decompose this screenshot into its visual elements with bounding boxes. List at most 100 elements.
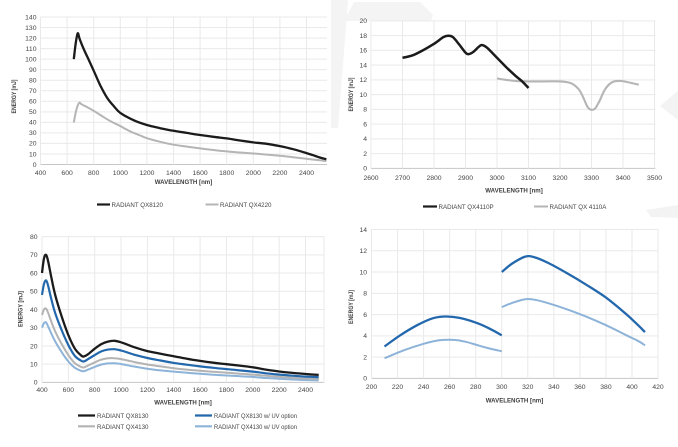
svg-text:2000: 2000 (246, 170, 261, 177)
svg-text:1400: 1400 (166, 387, 181, 394)
svg-text:800: 800 (89, 387, 101, 394)
svg-text:2900: 2900 (458, 175, 473, 182)
svg-text:140: 140 (25, 14, 37, 21)
svg-text:ENERGY [mJ]: ENERGY [mJ] (18, 291, 25, 327)
svg-text:30: 30 (29, 130, 37, 137)
svg-text:1200: 1200 (140, 387, 155, 394)
svg-text:14: 14 (359, 227, 367, 234)
svg-text:WAVELENGTH [nm]: WAVELENGTH [nm] (486, 397, 544, 404)
svg-text:2: 2 (363, 354, 367, 361)
svg-text:0: 0 (34, 380, 38, 387)
svg-text:60: 60 (29, 99, 37, 106)
svg-text:60: 60 (30, 270, 38, 277)
svg-text:360: 360 (574, 384, 586, 391)
svg-text:1000: 1000 (113, 170, 128, 177)
svg-text:ENERGY [mJ]: ENERGY [mJ] (348, 290, 355, 324)
svg-text:10: 10 (359, 269, 367, 276)
svg-text:300: 300 (496, 384, 508, 391)
svg-text:30: 30 (30, 325, 38, 332)
svg-text:8: 8 (363, 291, 367, 298)
svg-text:240: 240 (418, 384, 430, 391)
svg-text:200: 200 (366, 384, 378, 391)
svg-text:400: 400 (35, 170, 47, 177)
svg-text:2200: 2200 (272, 170, 287, 177)
svg-text:280: 280 (470, 384, 482, 391)
svg-text:10: 10 (29, 151, 37, 158)
svg-text:2700: 2700 (395, 175, 410, 182)
svg-text:600: 600 (61, 170, 73, 177)
svg-text:18: 18 (359, 33, 367, 40)
svg-text:50: 50 (29, 109, 37, 116)
svg-text:ENERGY [mJ]: ENERGY [mJ] (348, 78, 355, 112)
svg-text:1600: 1600 (193, 170, 208, 177)
svg-text:130: 130 (25, 25, 37, 32)
svg-text:RADIANT QX8130 w/ UV option: RADIANT QX8130 w/ UV option (214, 413, 298, 420)
svg-text:1600: 1600 (193, 387, 208, 394)
svg-text:320: 320 (522, 384, 534, 391)
svg-text:340: 340 (548, 384, 560, 391)
svg-text:110: 110 (26, 46, 37, 53)
svg-text:380: 380 (600, 384, 612, 391)
svg-text:20: 20 (359, 18, 367, 25)
svg-text:1400: 1400 (166, 170, 181, 177)
svg-text:3400: 3400 (615, 175, 630, 182)
svg-text:RADIANT QX4110P: RADIANT QX4110P (439, 204, 494, 211)
svg-text:100: 100 (25, 56, 37, 63)
svg-text:50: 50 (30, 289, 38, 296)
svg-text:RADIANT QX4220: RADIANT QX4220 (220, 202, 272, 209)
svg-text:3500: 3500 (647, 175, 662, 182)
svg-text:0: 0 (363, 166, 367, 173)
svg-text:3000: 3000 (489, 175, 504, 182)
svg-text:16: 16 (359, 48, 367, 55)
svg-text:RADIANT QX8120: RADIANT QX8120 (112, 202, 164, 209)
svg-text:3100: 3100 (521, 175, 536, 182)
svg-text:0: 0 (363, 376, 367, 383)
svg-text:40: 40 (29, 120, 37, 127)
svg-text:ENERGY [mJ]: ENERGY [mJ] (11, 80, 18, 114)
svg-text:1800: 1800 (219, 387, 234, 394)
svg-text:70: 70 (29, 88, 37, 95)
svg-text:80: 80 (30, 234, 38, 241)
svg-text:12: 12 (359, 248, 367, 255)
svg-text:20: 20 (30, 343, 38, 350)
svg-text:6: 6 (363, 312, 367, 319)
svg-text:70: 70 (30, 252, 38, 259)
svg-text:2800: 2800 (426, 175, 441, 182)
svg-text:3300: 3300 (584, 175, 599, 182)
svg-text:1200: 1200 (139, 170, 154, 177)
svg-text:80: 80 (29, 78, 37, 85)
svg-text:12: 12 (359, 77, 367, 84)
svg-text:WAVELENGTH [nm]: WAVELENGTH [nm] (485, 187, 543, 194)
svg-text:90: 90 (29, 67, 37, 74)
svg-text:4: 4 (363, 333, 367, 340)
svg-text:2200: 2200 (272, 387, 287, 394)
svg-text:RADIANT QX4130 w/ UV option: RADIANT QX4130 w/ UV option (214, 424, 298, 431)
svg-text:4: 4 (363, 136, 367, 143)
svg-text:WAVELENGTH [nm]: WAVELENGTH [nm] (155, 179, 213, 186)
svg-text:RADIANT QX8130: RADIANT QX8130 (97, 413, 149, 420)
svg-text:800: 800 (88, 170, 100, 177)
svg-text:20: 20 (29, 141, 37, 148)
svg-text:14: 14 (359, 62, 367, 69)
svg-text:120: 120 (25, 35, 37, 42)
svg-text:420: 420 (652, 384, 664, 391)
svg-text:RADIANT QX4130: RADIANT QX4130 (97, 424, 149, 431)
svg-text:2400: 2400 (298, 387, 313, 394)
svg-text:10: 10 (30, 361, 38, 368)
svg-text:1000: 1000 (113, 387, 128, 394)
svg-text:RADIANT QX 4110A: RADIANT QX 4110A (550, 204, 608, 211)
svg-text:220: 220 (392, 384, 404, 391)
svg-text:400: 400 (36, 387, 48, 394)
svg-text:400: 400 (626, 384, 638, 391)
svg-text:10: 10 (359, 92, 367, 99)
svg-text:2400: 2400 (299, 170, 314, 177)
svg-text:600: 600 (63, 387, 75, 394)
svg-text:2600: 2600 (363, 175, 378, 182)
svg-text:260: 260 (444, 384, 456, 391)
svg-text:2: 2 (363, 151, 367, 158)
svg-text:40: 40 (30, 307, 38, 314)
svg-text:2000: 2000 (245, 387, 260, 394)
svg-text:8: 8 (363, 107, 367, 114)
svg-text:1800: 1800 (219, 170, 234, 177)
svg-text:0: 0 (33, 162, 37, 169)
